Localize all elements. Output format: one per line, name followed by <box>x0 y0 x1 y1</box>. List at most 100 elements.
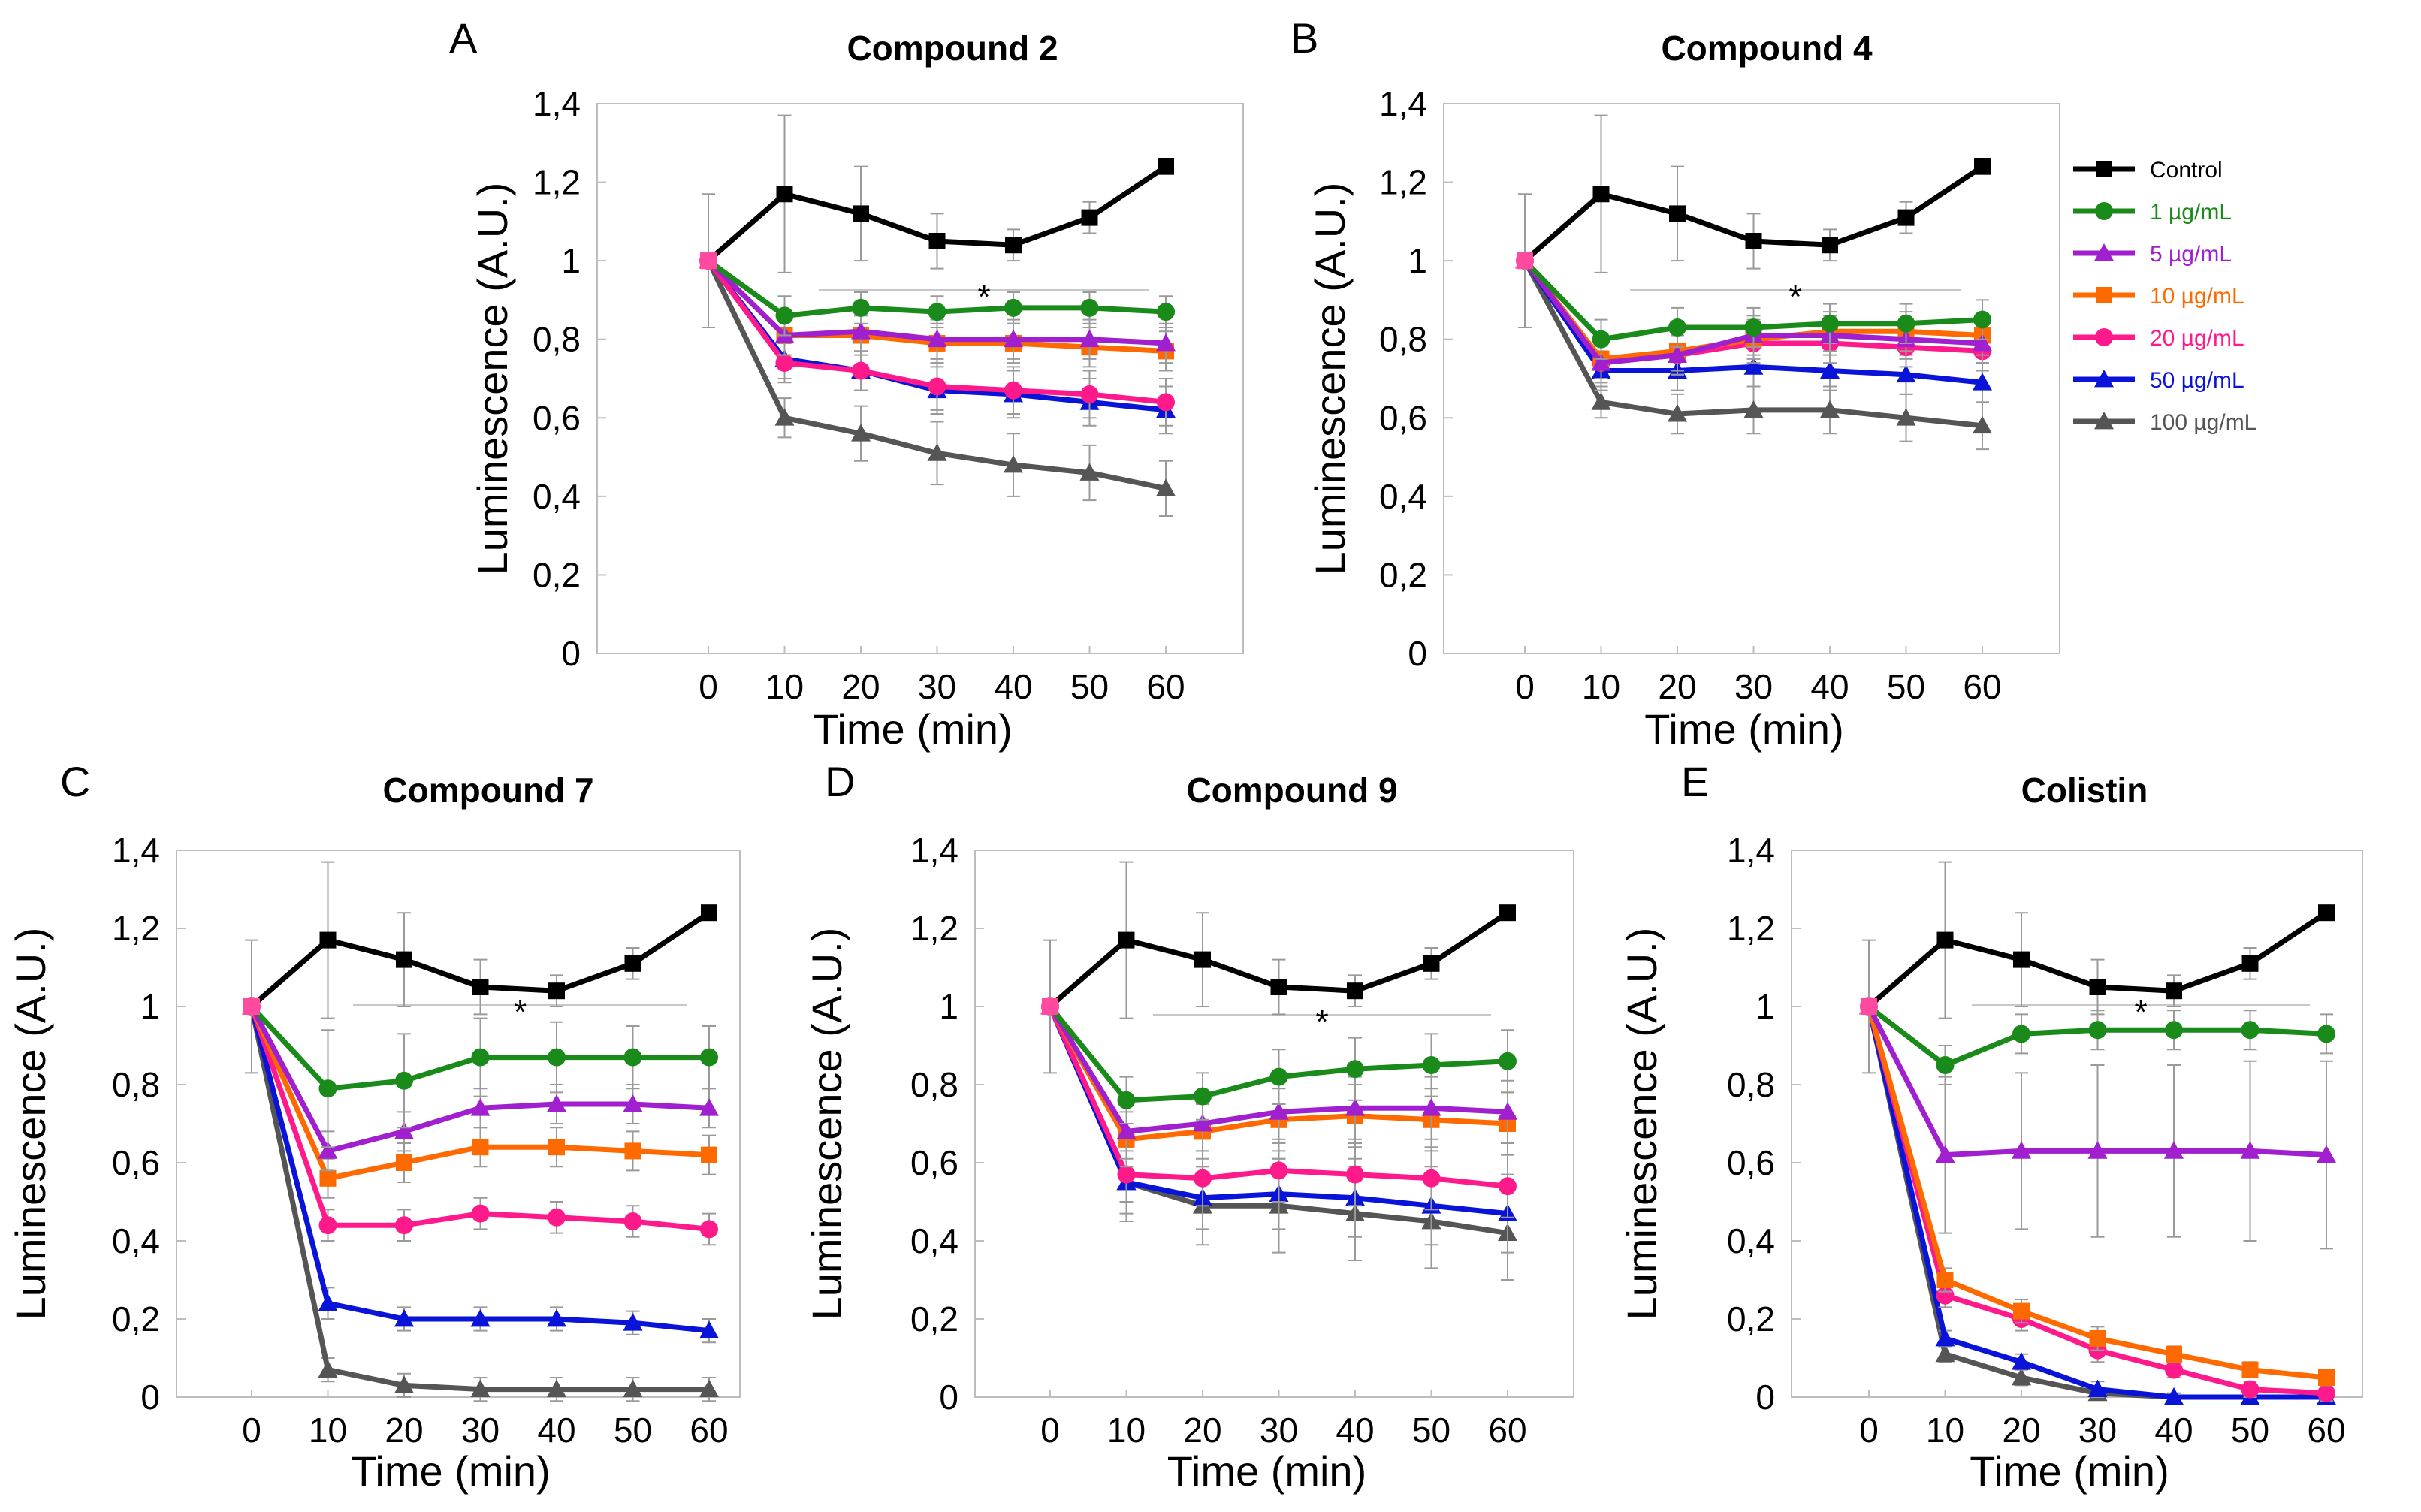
plot-frame <box>1791 850 2363 1398</box>
panel-title: Compound 7 <box>382 771 593 810</box>
data-point <box>928 377 946 396</box>
data-point <box>1118 931 1135 949</box>
data-point <box>2317 1025 2335 1043</box>
data-point <box>318 1216 337 1235</box>
x-tick-label: 0 <box>699 667 718 706</box>
data-point <box>2317 1145 2336 1163</box>
data-point <box>851 321 871 340</box>
data-point <box>1668 318 1686 337</box>
data-point <box>548 1208 566 1227</box>
y-tick-label: 1,4 <box>1727 831 1775 870</box>
legend-marker <box>2095 202 2113 220</box>
data-point <box>2087 1141 2108 1159</box>
data-point <box>2089 1330 2106 1347</box>
data-point <box>471 1204 490 1223</box>
x-tick-label: 20 <box>2002 1411 2040 1450</box>
plot-frame <box>974 850 1574 1398</box>
x-tick-label: 20 <box>841 667 880 706</box>
panel-letter: C <box>60 758 90 805</box>
data-point <box>1973 415 1992 434</box>
data-point <box>1896 408 1916 426</box>
data-point <box>699 1379 719 1397</box>
y-tick-label: 1 <box>561 241 581 280</box>
x-tick-label: 40 <box>994 667 1032 706</box>
data-point <box>1591 392 1611 410</box>
data-point <box>701 1146 717 1163</box>
data-point <box>2164 1387 2184 1405</box>
y-tick-label: 0,6 <box>910 1143 958 1182</box>
legend-marker <box>2096 161 2112 177</box>
x-tick-label: 60 <box>1963 667 2001 706</box>
data-point <box>1936 1272 1954 1288</box>
panel-title: Compound 2 <box>847 29 1058 68</box>
data-point <box>1422 1169 1441 1188</box>
legend-item-s100: 100 µg/mL <box>2073 410 2256 435</box>
y-tick-label: 0,2 <box>533 555 581 594</box>
x-tick-label: 30 <box>1260 1411 1298 1450</box>
legend-marker <box>2094 243 2114 261</box>
x-tick-label: 0 <box>1859 1411 1879 1450</box>
data-point <box>1897 314 1915 333</box>
data-point <box>2164 1141 2184 1159</box>
data-point <box>2166 982 2182 1000</box>
series-control <box>700 114 1174 329</box>
y-axis-label: Luminescence (A.U.) <box>1618 928 1665 1320</box>
series-control <box>243 861 717 1074</box>
panel-letter: B <box>1290 14 1318 62</box>
data-point <box>927 329 947 348</box>
y-axis-label: Luminescence (A.U.) <box>1306 183 1354 575</box>
significance-star: * <box>2134 994 2147 1031</box>
x-tick-label: 60 <box>690 1411 728 1450</box>
data-point <box>853 205 869 222</box>
legend-label: 100 µg/mL <box>2150 410 2256 435</box>
data-point <box>1499 904 1516 922</box>
series-s100 <box>1515 251 1992 451</box>
data-point <box>1592 186 1610 203</box>
data-point <box>1936 1056 1955 1074</box>
data-point <box>1422 1056 1441 1074</box>
data-point <box>1591 353 1611 371</box>
data-point <box>547 1379 566 1397</box>
data-point <box>1269 1161 1288 1180</box>
data-point <box>1156 333 1176 352</box>
data-point <box>2318 1369 2335 1386</box>
y-tick-label: 1,2 <box>910 909 958 948</box>
x-tick-label: 30 <box>918 667 956 706</box>
data-point <box>928 303 946 321</box>
data-point <box>700 1220 718 1239</box>
data-point <box>547 1094 566 1112</box>
significance-star: * <box>514 994 527 1031</box>
plot-frame <box>596 103 1244 654</box>
data-point <box>2012 1141 2031 1159</box>
data-point <box>1004 455 1023 473</box>
legend-marker <box>2094 370 2114 388</box>
series-s100 <box>699 251 1176 517</box>
data-point <box>2089 979 2106 995</box>
data-point <box>2241 1361 2259 1378</box>
legend-label: Control <box>2150 158 2223 183</box>
y-tick-label: 0,6 <box>533 398 581 437</box>
x-tick-label: 10 <box>1926 1411 1964 1450</box>
data-point <box>318 1360 338 1378</box>
series-s10 <box>1861 998 2335 1387</box>
data-point <box>2317 1384 2335 1402</box>
data-point <box>1592 330 1610 349</box>
data-point <box>700 252 717 270</box>
data-point <box>1158 158 1174 175</box>
x-tick-label: 40 <box>2154 1411 2193 1450</box>
data-point <box>1820 400 1840 418</box>
data-point <box>1346 1060 1364 1079</box>
data-point <box>2013 951 2030 968</box>
y-tick-label: 0 <box>1755 1378 1775 1417</box>
data-point <box>548 982 565 1000</box>
data-point <box>2165 1360 2183 1379</box>
x-tick-label: 10 <box>1107 1411 1146 1450</box>
y-tick-label: 0,2 <box>112 1299 160 1338</box>
y-tick-label: 0,8 <box>1727 1065 1775 1104</box>
y-tick-label: 0 <box>561 634 581 673</box>
data-point <box>775 354 794 373</box>
data-point <box>775 306 794 325</box>
y-tick-label: 0,2 <box>910 1299 958 1338</box>
significance-star: * <box>977 279 990 315</box>
x-tick-label: 50 <box>1887 667 1925 706</box>
